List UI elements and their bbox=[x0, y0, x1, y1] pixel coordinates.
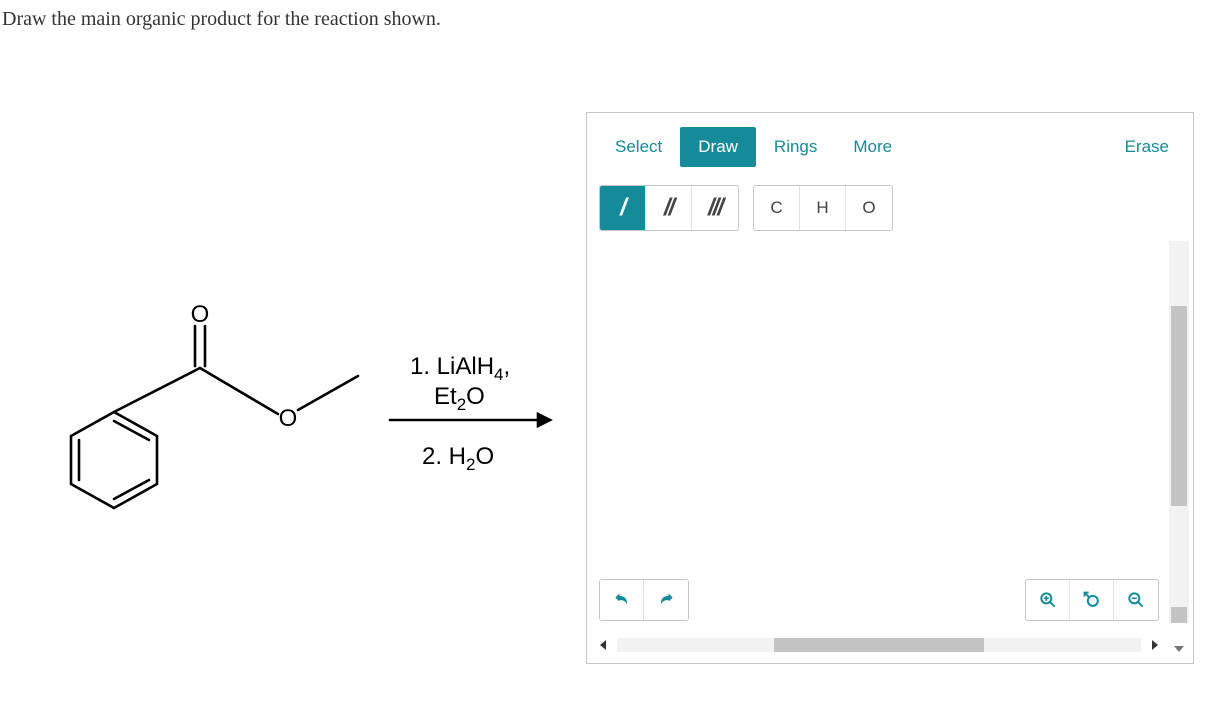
erase-button[interactable]: Erase bbox=[1111, 127, 1183, 167]
zoom-tool-group bbox=[1025, 579, 1159, 621]
hydrogen-atom-tool[interactable]: H bbox=[800, 186, 846, 230]
tab-draw[interactable]: Draw bbox=[680, 127, 756, 167]
vertical-scroll-thumb[interactable] bbox=[1171, 306, 1187, 506]
carbon-atom-tool[interactable]: C bbox=[754, 186, 800, 230]
triple-bond-icon: /// bbox=[708, 194, 722, 222]
zoom-in-icon bbox=[1038, 590, 1058, 610]
vertical-scroll-thumb-end[interactable] bbox=[1171, 607, 1187, 623]
scroll-right-arrow-icon[interactable] bbox=[1145, 635, 1165, 655]
carbonyl-oxygen-label: O bbox=[191, 301, 210, 328]
horizontal-scroll-thumb[interactable] bbox=[774, 638, 984, 652]
double-bond-icon: // bbox=[664, 194, 673, 222]
zoom-out-icon bbox=[1126, 590, 1146, 610]
tab-select[interactable]: Select bbox=[597, 127, 680, 167]
reaction-scheme: O O 1. LiAlH4, Et2O 2. H2O bbox=[50, 300, 570, 540]
redo-button[interactable] bbox=[644, 580, 688, 620]
undo-button[interactable] bbox=[600, 580, 644, 620]
zoom-reset-icon bbox=[1082, 590, 1102, 610]
reagent-line-3: 2. H2O bbox=[422, 443, 494, 474]
scroll-left-arrow-icon[interactable] bbox=[593, 635, 613, 655]
bond-tool-group: / // /// bbox=[599, 185, 739, 231]
undo-icon bbox=[612, 590, 632, 610]
editor-tabs-row: Select Draw Rings More Erase bbox=[597, 127, 1183, 167]
horizontal-scrollbar[interactable] bbox=[593, 631, 1165, 659]
zoom-out-button[interactable] bbox=[1114, 580, 1158, 620]
double-bond-tool[interactable]: // bbox=[646, 186, 692, 230]
zoom-in-button[interactable] bbox=[1026, 580, 1070, 620]
history-tool-group bbox=[599, 579, 689, 621]
draw-tools-row: / // /// C H O bbox=[599, 185, 893, 231]
horizontal-scroll-track[interactable] bbox=[617, 638, 1141, 652]
triple-bond-tool[interactable]: /// bbox=[692, 186, 738, 230]
oxygen-atom-tool[interactable]: O bbox=[846, 186, 892, 230]
redo-icon bbox=[656, 590, 676, 610]
question-prompt: Draw the main organic product for the re… bbox=[2, 8, 441, 31]
tab-more[interactable]: More bbox=[835, 127, 910, 167]
atom-tool-group: C H O bbox=[753, 185, 893, 231]
vertical-scrollbar[interactable] bbox=[1169, 241, 1189, 623]
ester-oxygen-label: O bbox=[279, 405, 298, 432]
tab-rings[interactable]: Rings bbox=[756, 127, 835, 167]
zoom-reset-button[interactable] bbox=[1070, 580, 1114, 620]
single-bond-tool[interactable]: / bbox=[600, 186, 646, 230]
drawing-canvas[interactable] bbox=[589, 241, 1165, 625]
structure-editor: Select Draw Rings More Erase / // /// C … bbox=[586, 112, 1194, 664]
single-bond-icon: / bbox=[620, 194, 625, 222]
scroll-corner-dropdown-icon[interactable] bbox=[1169, 639, 1189, 659]
